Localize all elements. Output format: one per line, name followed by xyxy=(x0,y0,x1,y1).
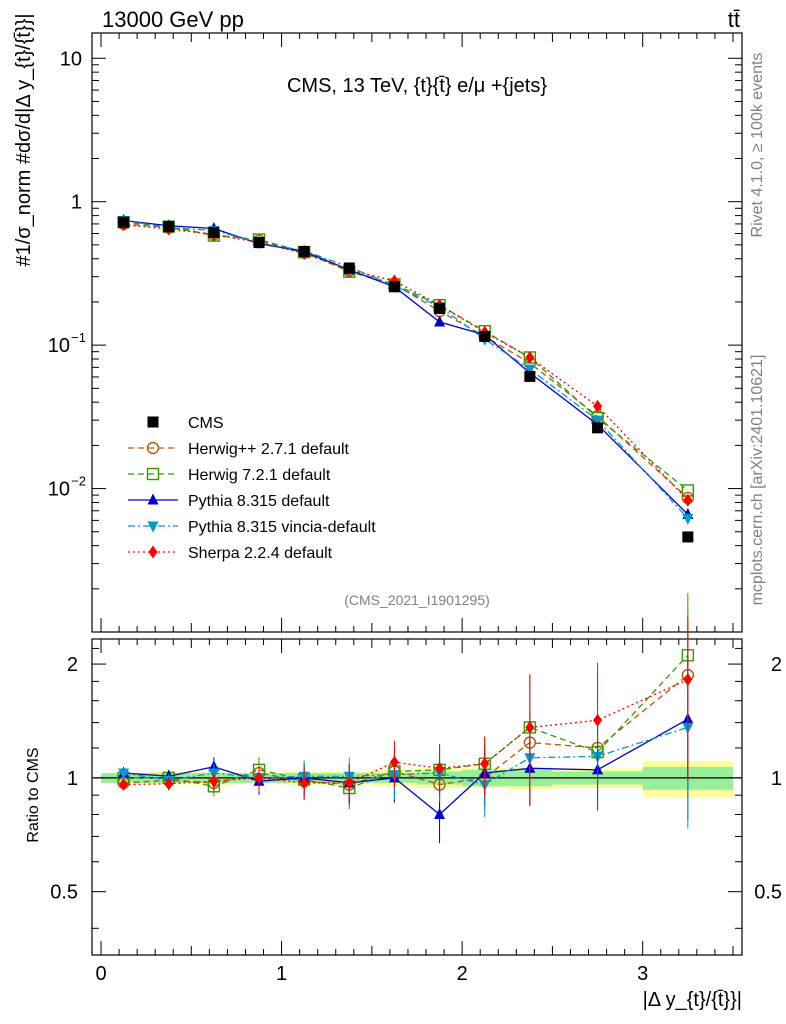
ratio-y-axis-title: Ratio to CMS xyxy=(25,747,42,842)
y-tick-label-3: 10 xyxy=(48,479,70,501)
data-point-10 xyxy=(592,422,604,434)
legend-label-2: Pythia 8.315 default xyxy=(188,493,330,510)
x-axis-title: |Δ y_{t}/{t̄}}| xyxy=(643,989,742,1011)
data-point-5 xyxy=(343,262,355,274)
legend-marker-1 xyxy=(146,467,160,481)
series-line-ratio-2 xyxy=(123,718,689,816)
series-point-ratio-4-5 xyxy=(344,776,354,790)
legend-entry-0: Herwig++ 2.7.1 default xyxy=(128,441,350,458)
series-point-ratio-4-2 xyxy=(209,774,219,788)
series-line-ratio-4 xyxy=(123,678,689,786)
legend-entry-3: Pythia 8.315 vincia-default xyxy=(128,519,376,536)
legend-label-0: Herwig++ 2.7.1 default xyxy=(188,441,350,458)
series-point-ratio-3-0 xyxy=(118,768,130,780)
mcplots-label: mcplots.cern.ch [arXiv:2401.10621] xyxy=(749,355,766,606)
x-tick-label-0: 0 xyxy=(95,963,106,985)
data-point-2 xyxy=(208,226,220,238)
y-tick-label-exp-2: −1 xyxy=(71,330,86,345)
series-point-ratio-4-9 xyxy=(525,720,535,734)
data-point-0 xyxy=(118,216,130,228)
y-axis-title: #1/σ_norm #dσ/d|Δ y_{t}/{t̄}}| xyxy=(13,13,35,266)
series-1 xyxy=(117,215,695,810)
series-point-ratio-4-1 xyxy=(164,777,174,791)
legend-marker-4 xyxy=(148,545,158,559)
y-tick-label-exp-3: −2 xyxy=(71,474,86,489)
series-point-ratio-4-4 xyxy=(299,776,309,790)
legend-label-1: Herwig 7.2.1 default xyxy=(188,467,331,484)
series-point-ratio-4-10 xyxy=(593,713,603,727)
process-label: tt̄ xyxy=(728,7,740,32)
series-point-main-4-10 xyxy=(593,399,603,413)
energy-label: 13000 GeV pp xyxy=(102,7,244,32)
main-plot-frame xyxy=(91,32,743,633)
legend-label-data: CMS xyxy=(188,415,224,432)
series-0 xyxy=(117,217,695,814)
series-line-main-0 xyxy=(123,223,689,499)
x-tick-label-2: 2 xyxy=(457,963,468,985)
data-series xyxy=(118,216,694,543)
ratio-uncertainty-bands xyxy=(92,760,742,798)
series-point-main-3-11 xyxy=(682,513,694,525)
series-point-ratio-4-8 xyxy=(480,757,490,771)
series-point-main-2-7 xyxy=(434,315,446,327)
ratio-y-tick-label-1: 1 xyxy=(67,768,78,790)
series-layer xyxy=(117,213,695,844)
series-point-main-4-11 xyxy=(683,493,693,507)
series-point-main-3-9 xyxy=(524,364,536,376)
legend-label-4: Sherpa 2.2.4 default xyxy=(188,545,333,562)
rivet-label: Rivet 4.1.0, ≥ 100k events xyxy=(749,53,766,238)
ratio-plot-frame xyxy=(91,638,743,956)
series-line-main-2 xyxy=(123,219,689,515)
x-tick-label-3: 3 xyxy=(637,963,648,985)
legend: CMS Herwig++ 2.7.1 default Herwig 7.2.1 de… xyxy=(128,415,376,562)
ratio-y-tick-label-right-2: 2 xyxy=(771,654,782,676)
legend-marker-3 xyxy=(147,521,159,533)
series-line-main-3 xyxy=(123,219,689,519)
data-point-7 xyxy=(434,303,446,315)
series-point-ratio-4-6 xyxy=(389,755,399,769)
legend-entry-data: CMS xyxy=(147,415,224,432)
legend-entry-2: Pythia 8.315 default xyxy=(128,493,330,510)
data-point-11 xyxy=(682,531,694,543)
legend-entry-4: Sherpa 2.2.4 default xyxy=(128,545,333,562)
series-point-main-3-10 xyxy=(592,415,604,427)
ratio-y-tick-label-0.5: 0.5 xyxy=(50,882,78,904)
data-point-9 xyxy=(524,370,536,382)
series-line-main-1 xyxy=(123,221,689,491)
analysis-id: (CMS_2021_I1901295) xyxy=(344,592,490,608)
x-tick-label-1: 1 xyxy=(276,963,287,985)
y-tick-label-0: 10 xyxy=(60,48,82,70)
data-point-4 xyxy=(298,245,310,257)
y-tick-label-1: 1 xyxy=(71,192,82,214)
series-point-ratio-4-3 xyxy=(254,771,264,785)
series-point-ratio-4-7 xyxy=(435,761,445,775)
data-point-3 xyxy=(253,236,265,248)
data-point-8 xyxy=(479,330,491,342)
legend-label-3: Pythia 8.315 vincia-default xyxy=(188,519,376,536)
y-tick-label-2: 10 xyxy=(48,335,70,357)
legend-marker-2 xyxy=(147,493,159,505)
legend-marker-data xyxy=(147,416,159,428)
plot-title: CMS, 13 TeV, {t}{t̄} e/μ +{jets} xyxy=(287,75,547,97)
series-point-ratio-4-0 xyxy=(119,778,129,792)
series-point-main-4-9 xyxy=(525,350,535,364)
series-line-ratio-0 xyxy=(123,674,689,786)
data-point-1 xyxy=(163,221,175,233)
ratio-y-tick-label-right-0.5: 0.5 xyxy=(754,882,782,904)
ratio-y-tick-label-right-1: 1 xyxy=(771,768,782,790)
series-4 xyxy=(119,218,693,810)
ratio-y-tick-label-2: 2 xyxy=(67,654,78,676)
series-point-ratio-2-7 xyxy=(434,808,446,820)
series-point-ratio-4-11 xyxy=(683,673,693,687)
data-point-6 xyxy=(388,281,400,293)
legend-entry-1: Herwig 7.2.1 default xyxy=(128,467,331,484)
legend-marker-0 xyxy=(146,441,160,455)
series-line-main-4 xyxy=(123,224,689,501)
